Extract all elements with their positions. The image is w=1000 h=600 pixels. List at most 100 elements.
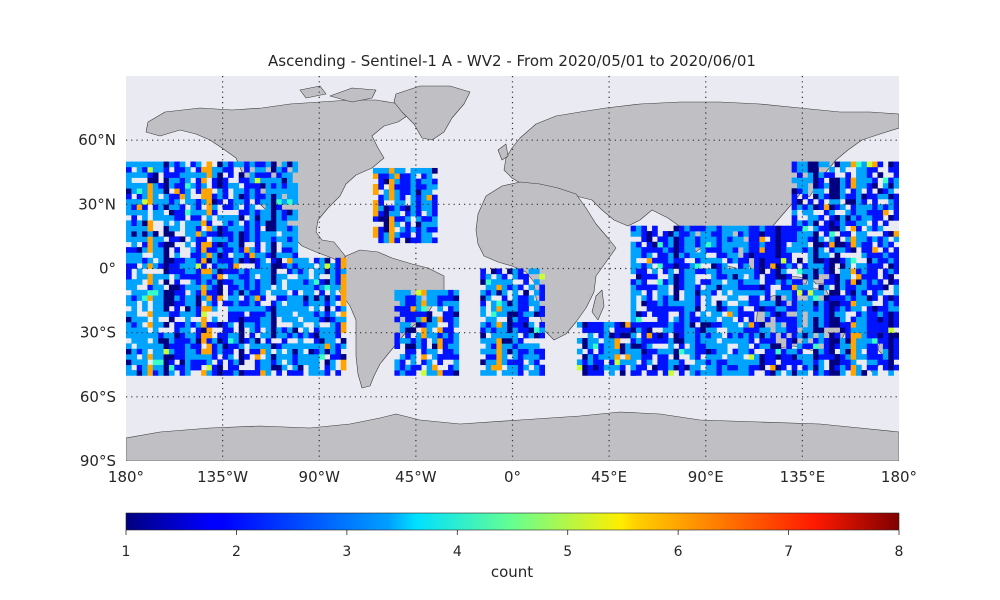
count-cell	[195, 172, 202, 178]
count-cell	[646, 247, 653, 253]
count-cell	[791, 279, 798, 285]
count-cell	[775, 279, 782, 285]
count-cell	[501, 370, 508, 376]
count-cell	[732, 289, 739, 296]
count-cell	[287, 300, 293, 307]
count-cell	[147, 188, 154, 194]
count-cell	[453, 359, 460, 366]
count-cell	[383, 205, 390, 212]
count-cell	[185, 338, 191, 344]
count-cell	[829, 273, 835, 280]
count-cell	[689, 332, 696, 339]
count-cell	[287, 198, 293, 205]
count-cell	[394, 200, 401, 206]
count-cell	[743, 300, 749, 307]
count-cell	[877, 316, 884, 323]
count-cell	[421, 289, 427, 296]
count-cell	[185, 354, 191, 360]
count-cell	[126, 209, 132, 216]
count-cell	[340, 257, 347, 264]
count-cell	[797, 177, 803, 184]
count-cell	[174, 311, 180, 317]
count-cell	[185, 198, 191, 205]
count-cell	[593, 370, 599, 376]
count-cell	[174, 247, 180, 253]
count-cell	[764, 354, 771, 360]
count-cell	[582, 359, 588, 366]
count-cell	[281, 209, 288, 216]
count-cell	[410, 194, 417, 201]
count-cell	[807, 364, 814, 371]
count-cell	[657, 241, 664, 248]
count-cell	[823, 311, 830, 317]
count-cell	[185, 364, 191, 371]
count-cell	[684, 268, 690, 275]
count-cell	[136, 316, 143, 323]
count-cell	[818, 252, 825, 259]
count-cell	[190, 161, 197, 168]
count-cell	[839, 311, 846, 317]
count-cell	[319, 370, 325, 376]
count-cell	[700, 338, 707, 344]
count-cell	[217, 172, 223, 178]
count-cell	[303, 332, 309, 339]
count-cell	[195, 327, 202, 333]
count-cell	[775, 300, 782, 307]
count-cell	[276, 364, 282, 371]
count-cell	[893, 364, 899, 371]
count-cell	[126, 343, 132, 350]
count-cell	[834, 284, 841, 291]
count-cell	[861, 300, 868, 307]
count-cell	[872, 209, 878, 216]
count-cell	[233, 188, 240, 194]
count-cell	[179, 300, 186, 307]
count-cell	[185, 332, 191, 339]
count-cell	[797, 348, 803, 355]
count-cell	[845, 198, 851, 205]
count-cell	[791, 263, 798, 269]
count-cell	[297, 273, 304, 280]
count-cell	[512, 289, 519, 296]
count-cell	[485, 284, 492, 291]
count-cell	[287, 209, 293, 216]
count-cell	[179, 257, 186, 264]
count-cell	[227, 161, 234, 168]
count-cell	[748, 273, 755, 280]
count-cell	[668, 247, 674, 253]
count-cell	[163, 225, 170, 232]
count-cell	[179, 263, 186, 269]
count-cell	[217, 257, 223, 264]
count-cell	[281, 225, 288, 232]
count-cell	[839, 354, 846, 360]
count-cell	[539, 305, 546, 312]
count-cell	[405, 295, 411, 301]
count-cell	[431, 370, 438, 376]
count-cell	[877, 263, 884, 269]
count-cell	[748, 359, 755, 366]
count-cell	[829, 295, 835, 301]
count-cell	[807, 204, 814, 210]
count-cell	[517, 321, 524, 328]
count-cell	[206, 348, 213, 355]
count-cell	[635, 311, 642, 317]
count-cell	[678, 327, 685, 333]
count-cell	[233, 241, 240, 248]
count-cell	[179, 354, 186, 360]
count-cell	[340, 354, 347, 360]
count-cell	[142, 263, 148, 269]
count-cell	[813, 257, 819, 264]
count-cell	[195, 252, 202, 259]
count-cell	[829, 209, 835, 216]
count-cell	[882, 338, 889, 344]
count-cell	[641, 225, 647, 232]
count-cell	[254, 198, 261, 205]
count-cell	[324, 338, 331, 344]
count-cell	[190, 220, 197, 227]
count-cell	[442, 289, 449, 296]
count-cell	[716, 225, 723, 232]
count-cell	[185, 321, 191, 328]
count-cell	[850, 257, 857, 264]
count-cell	[227, 268, 234, 275]
count-cell	[770, 359, 776, 366]
count-cell	[158, 289, 164, 296]
